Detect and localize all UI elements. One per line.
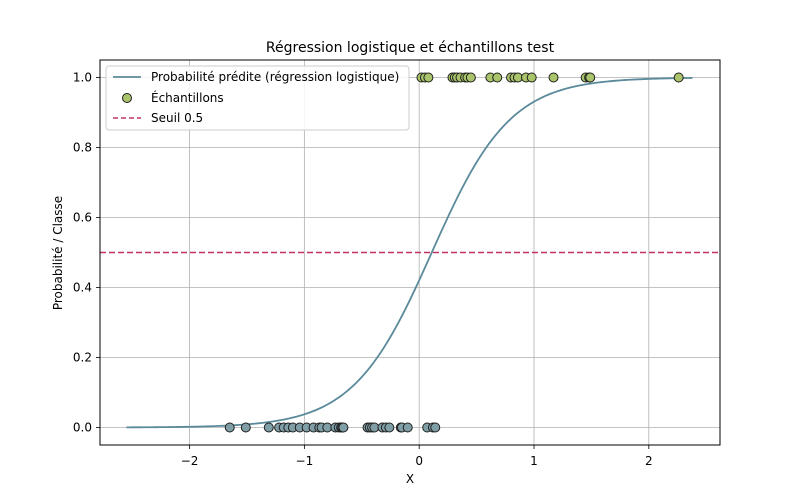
sample-point-class-0	[338, 422, 349, 433]
sample-point-class-0	[263, 422, 274, 433]
plot-frame	[99, 59, 721, 446]
y-tick-label: 0.2	[73, 351, 92, 365]
x-tick-label: −2	[181, 454, 199, 468]
sample-point-class-1	[465, 72, 476, 83]
x-tick-label: 2	[645, 454, 653, 468]
legend-box	[105, 65, 410, 131]
sample-point-class-1	[492, 72, 503, 83]
x-axis-label: X	[406, 472, 414, 486]
probability-curve	[126, 77, 693, 429]
legend-curve-label: Probabilité prédite (régression logistiq…	[151, 70, 399, 84]
sample-point-class-1	[423, 72, 434, 83]
legend-threshold-label: Seuil 0.5	[151, 111, 203, 125]
sample-point-class-1	[548, 72, 559, 83]
y-axis-label: Probabilité / Classe	[51, 196, 65, 310]
legend-sample-label: Échantillons	[151, 90, 224, 105]
sample-point-class-1	[526, 72, 537, 83]
sample-point-class-0	[240, 422, 251, 433]
chart-title: Régression logistique et échantillons te…	[266, 40, 555, 56]
sample-point-class-1	[585, 72, 596, 83]
y-tick-label: 0.4	[73, 281, 92, 295]
sample-point-class-0	[224, 422, 235, 433]
axis-ticks: −2 −1 0 1 2 0.0 0.2 0.4 0.6 0.8 1.0	[73, 71, 653, 469]
y-tick-label: 1.0	[73, 71, 92, 85]
sample-points	[224, 72, 684, 433]
x-tick-label: 0	[415, 454, 423, 468]
y-tick-label: 0.8	[73, 141, 92, 155]
curve-layer	[126, 77, 693, 429]
sample-point-class-0	[402, 422, 413, 433]
legend-sample-swatch	[122, 93, 132, 103]
sample-point-class-0	[430, 422, 441, 433]
legend: Probabilité prédite (régression logistiq…	[105, 65, 410, 131]
sample-point-class-0	[384, 422, 395, 433]
x-tick-label: 1	[530, 454, 538, 468]
y-tick-label: 0.6	[73, 211, 92, 225]
x-tick-label: −1	[296, 454, 314, 468]
sample-point-class-1	[673, 72, 684, 83]
y-tick-label: 0.0	[73, 421, 92, 435]
